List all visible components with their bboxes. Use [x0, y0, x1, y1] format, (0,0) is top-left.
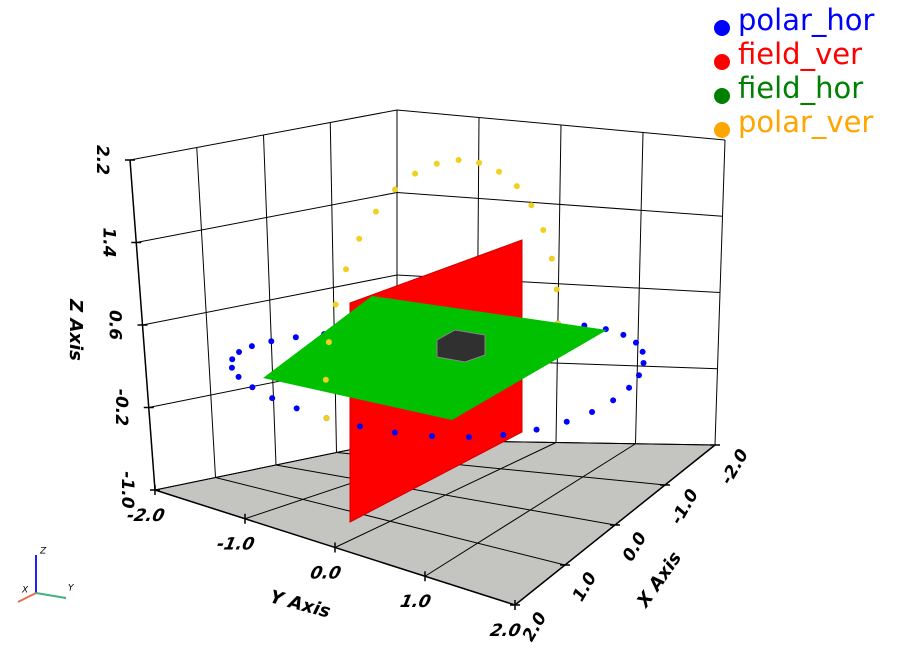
data-point — [248, 343, 255, 350]
widget-x-label: X — [21, 586, 29, 596]
data-point — [639, 348, 646, 355]
data-point — [589, 409, 596, 416]
points-front — [228, 170, 596, 441]
data-point — [626, 384, 633, 391]
grid-line — [136, 192, 398, 243]
data-point — [513, 183, 520, 190]
data-point — [292, 334, 299, 341]
data-point — [412, 170, 419, 177]
data-point — [553, 286, 560, 293]
data-point — [496, 168, 503, 175]
data-point — [322, 376, 329, 383]
data-point — [249, 384, 256, 391]
data-point — [428, 433, 435, 440]
data-point — [325, 339, 332, 346]
y-tick-label: 0.0 — [308, 564, 342, 584]
data-point — [635, 372, 642, 379]
data-point — [455, 157, 462, 164]
legend-marker — [714, 88, 730, 104]
widget-y-label: Y — [68, 584, 75, 594]
widget-x-axis — [17, 592, 37, 603]
data-point — [356, 235, 363, 242]
data-point — [476, 159, 483, 166]
z-tick-label: -0.2 — [111, 389, 131, 426]
legend-label: polar_hor — [738, 3, 875, 37]
grid-line — [396, 192, 723, 217]
data-point — [620, 331, 627, 338]
data-point — [229, 356, 236, 363]
data-point — [528, 202, 535, 209]
data-point — [323, 415, 330, 422]
data-point — [236, 348, 243, 355]
legend-marker — [714, 54, 730, 70]
data-point — [392, 186, 399, 193]
data-point — [433, 160, 440, 167]
legend-marker — [714, 122, 730, 138]
x-tick-label: -1.0 — [667, 486, 703, 528]
y-tick-label: 1.0 — [398, 592, 432, 612]
z-tick-label: 0.6 — [105, 310, 125, 340]
data-point — [268, 338, 275, 345]
x-tick-label: 1.0 — [569, 569, 601, 605]
data-point — [533, 426, 540, 433]
horizontal-field-plane — [263, 296, 607, 420]
data-point — [500, 431, 507, 438]
data-point — [235, 373, 242, 380]
y-tick-label: 2.0 — [488, 621, 522, 641]
legend-label: polar_ver — [738, 105, 873, 139]
mesh-object — [436, 329, 486, 363]
data-point — [563, 418, 570, 425]
y-tick-label: -2.0 — [125, 506, 166, 526]
z-tick-label: 2.2 — [92, 145, 112, 175]
legend-label: field_hor — [738, 71, 863, 105]
data-point — [228, 364, 235, 371]
orientation-widget: X Y Z — [17, 547, 75, 603]
data-point — [269, 395, 276, 402]
legend-label: field_ver — [738, 37, 862, 71]
data-point — [332, 301, 339, 308]
data-point — [632, 339, 639, 346]
x-tick-label: -2.0 — [717, 446, 753, 488]
x-tick-label: 2.0 — [519, 609, 551, 645]
data-point — [548, 255, 555, 262]
grid-line — [129, 109, 398, 161]
z-tick-label: -1.0 — [117, 471, 137, 508]
grid-line — [396, 109, 726, 141]
data-point — [372, 208, 379, 215]
y-axis-title: Y Axis — [268, 586, 333, 622]
data-point — [391, 429, 398, 436]
z-axis-title: Z Axis — [65, 298, 86, 361]
data-point — [356, 423, 363, 430]
z-tick-label: 1.4 — [98, 227, 118, 257]
grid-line — [142, 274, 398, 326]
x-axis-title: X Axis — [632, 548, 686, 612]
widget-y-axis — [35, 592, 67, 599]
data-point — [465, 434, 472, 441]
data-point — [640, 359, 647, 366]
widget-z-label: Z — [39, 547, 47, 557]
grid-line — [334, 442, 557, 548]
x-tick-label: 0.0 — [619, 529, 651, 565]
legend-marker — [714, 20, 730, 36]
data-point — [540, 227, 547, 234]
grid-line — [424, 443, 636, 577]
data-point — [293, 405, 300, 412]
y-tick-label: -1.0 — [215, 535, 256, 555]
data-point — [610, 397, 617, 404]
data-point — [342, 266, 349, 273]
